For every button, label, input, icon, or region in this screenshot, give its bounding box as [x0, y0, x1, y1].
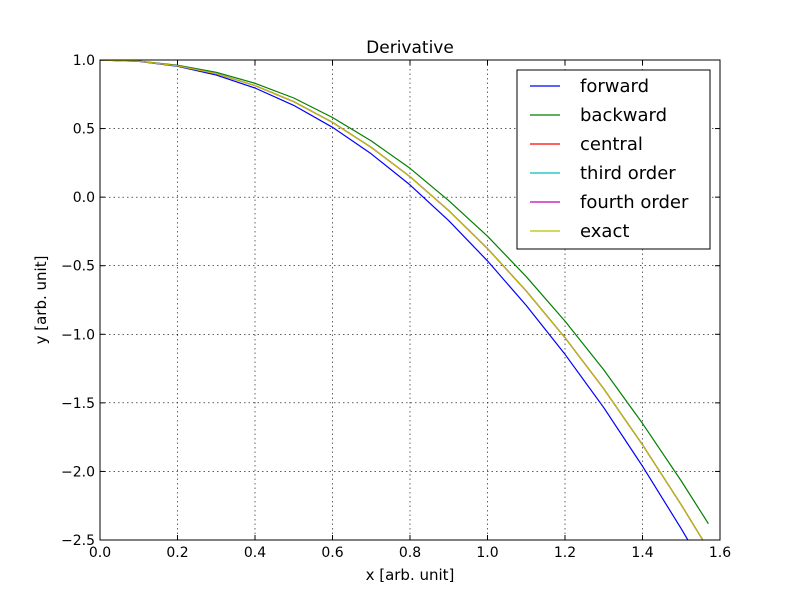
y-tick-label: −0.5 — [61, 259, 95, 275]
legend-label-exact: exact — [580, 221, 629, 242]
series-line-exact — [100, 60, 704, 540]
series-line-backward — [100, 60, 709, 525]
y-tick-label: 0.5 — [73, 122, 95, 138]
plot-frame — [99, 59, 721, 541]
y-tick-label: −1.5 — [61, 396, 95, 412]
x-axis-ticks: 0.0 0.2 0.4 0.6 0.8 1.0 1.2 1.4 1.6 — [89, 60, 731, 561]
y-tick-label: −1.0 — [61, 327, 95, 343]
x-axis-label: x [arb. unit] — [366, 566, 455, 584]
legend-label-forward: forward — [580, 76, 649, 97]
series-line-forward — [100, 60, 689, 540]
x-tick-label: 0.0 — [89, 545, 111, 561]
y-tick-label: −2.5 — [61, 533, 95, 549]
legend-entries: forward backward central third order fourth … — [530, 76, 689, 242]
legend-label-central: central — [580, 134, 643, 155]
x-tick-label: 0.6 — [321, 545, 343, 561]
legend-label-fourth-order: fourth order — [580, 192, 689, 213]
legend-box — [516, 69, 711, 250]
y-axis-label: y [arb. unit] — [32, 256, 50, 345]
y-tick-label: −2.0 — [61, 464, 95, 480]
series-lines — [100, 60, 709, 540]
x-tick-label: 0.4 — [244, 545, 266, 561]
y-tick-label: 1.0 — [73, 53, 95, 69]
x-tick-label: 1.0 — [476, 545, 498, 561]
x-tick-label: 1.6 — [709, 545, 731, 561]
legend-label-backward: backward — [580, 105, 667, 126]
legend-label-third-order: third order — [580, 163, 676, 184]
x-tick-label: 0.8 — [399, 545, 421, 561]
y-axis-ticks: 1.0 0.5 0.0 −0.5 −1.0 −1.5 −2.0 −2.5 — [61, 53, 720, 549]
grid — [100, 60, 720, 540]
x-tick-label: 1.4 — [631, 545, 653, 561]
x-tick-label: 1.2 — [554, 545, 576, 561]
plot-area — [100, 60, 709, 540]
chart-title: Derivative — [366, 38, 454, 58]
legend: forward backward central third order fourth … — [516, 69, 711, 250]
x-tick-label: 0.2 — [166, 545, 188, 561]
y-tick-label: 0.0 — [73, 190, 95, 206]
